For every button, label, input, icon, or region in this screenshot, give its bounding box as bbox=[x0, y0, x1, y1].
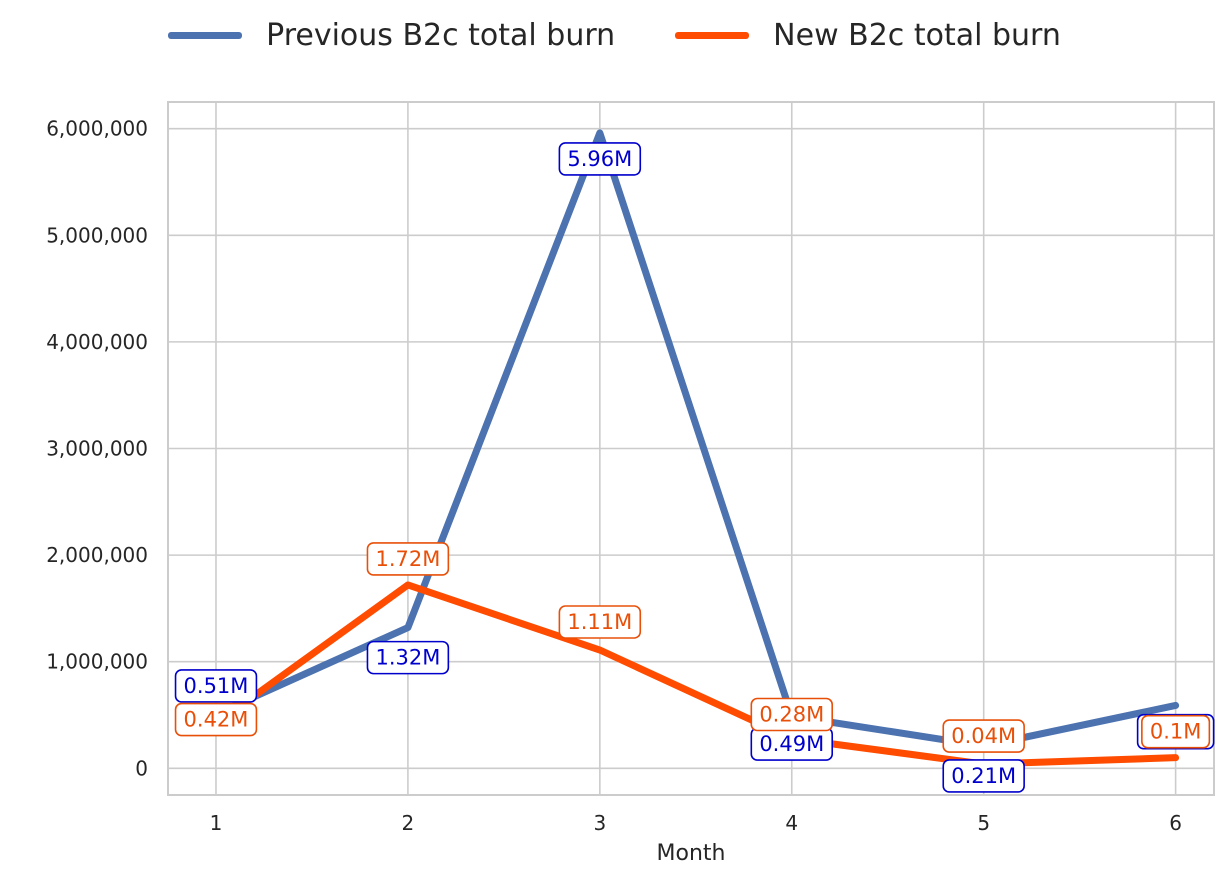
y-tick-label: 4,000,000 bbox=[46, 330, 148, 354]
x-tick-label: 5 bbox=[977, 811, 990, 835]
data-label-new-text: 0.28M bbox=[759, 702, 824, 726]
x-tick-labels: 1 2 3 4 5 6 bbox=[210, 811, 1182, 835]
x-tick-label: 3 bbox=[593, 811, 606, 835]
data-label-previous-text: 1.32M bbox=[375, 646, 440, 670]
data-label-previous: 0.51M bbox=[176, 670, 257, 702]
x-tick-label: 4 bbox=[785, 811, 798, 835]
data-label-previous-text: 5.96M bbox=[567, 147, 632, 171]
y-tick-label: 1,000,000 bbox=[46, 650, 148, 674]
data-label-previous: 0.21M bbox=[943, 760, 1024, 792]
data-label-previous: 1.32M bbox=[367, 642, 448, 674]
data-label-new: 1.72M bbox=[367, 543, 448, 575]
data-label-previous-text: 0.21M bbox=[951, 764, 1016, 788]
data-label-new-text: 0.1M bbox=[1150, 720, 1202, 744]
y-tick-labels: 0 1,000,000 2,000,000 3,000,000 4,000,000 5,0… bbox=[46, 117, 148, 781]
data-label-new-text: 0.42M bbox=[184, 708, 249, 732]
data-label-new-text: 1.11M bbox=[567, 610, 632, 634]
data-label-new: 0.04M bbox=[943, 720, 1024, 752]
x-tick-label: 6 bbox=[1169, 811, 1182, 835]
data-label-new: 0.28M bbox=[751, 698, 832, 730]
data-label-previous-text: 0.49M bbox=[759, 732, 824, 756]
y-tick-label: 2,000,000 bbox=[46, 543, 148, 567]
data-label-new: 0.42M bbox=[176, 704, 257, 736]
data-label-previous: 0.49M bbox=[751, 728, 832, 760]
data-label-new-text: 1.72M bbox=[375, 547, 440, 571]
y-tick-label: 0 bbox=[135, 756, 148, 780]
data-label-previous-text: 0.51M bbox=[184, 674, 249, 698]
y-tick-label: 3,000,000 bbox=[46, 437, 148, 461]
y-tick-label: 6,000,000 bbox=[46, 117, 148, 141]
data-label-previous: 5.96M bbox=[559, 143, 640, 175]
data-label-new: 0.1M bbox=[1142, 716, 1210, 748]
data-label-new: 1.11M bbox=[559, 606, 640, 638]
y-tick-label: 5,000,000 bbox=[46, 223, 148, 247]
x-tick-label: 2 bbox=[402, 811, 415, 835]
x-tick-label: 1 bbox=[210, 811, 223, 835]
series-line-0 bbox=[216, 133, 1176, 746]
x-axis-title: Month bbox=[657, 841, 726, 866]
data-label-new-text: 0.04M bbox=[951, 724, 1016, 748]
